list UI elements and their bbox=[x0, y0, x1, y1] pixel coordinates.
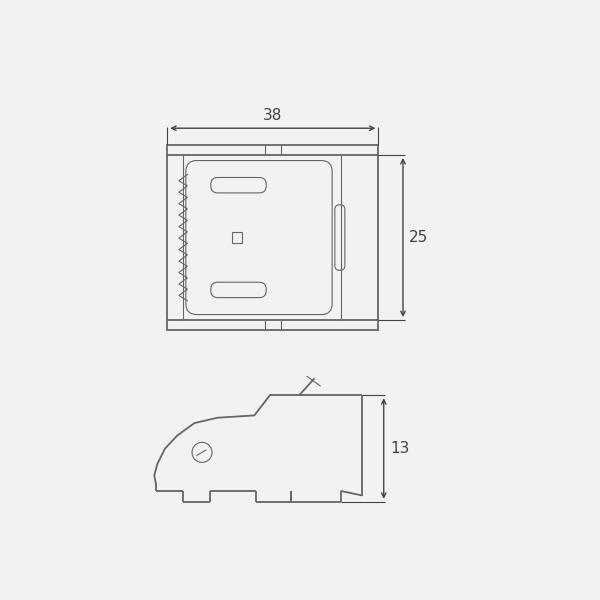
Bar bbox=[167, 145, 379, 155]
Text: 25: 25 bbox=[409, 230, 428, 245]
Text: 13: 13 bbox=[390, 441, 409, 456]
Bar bbox=[232, 232, 242, 243]
Bar bbox=[167, 320, 379, 330]
Text: 38: 38 bbox=[263, 108, 283, 123]
